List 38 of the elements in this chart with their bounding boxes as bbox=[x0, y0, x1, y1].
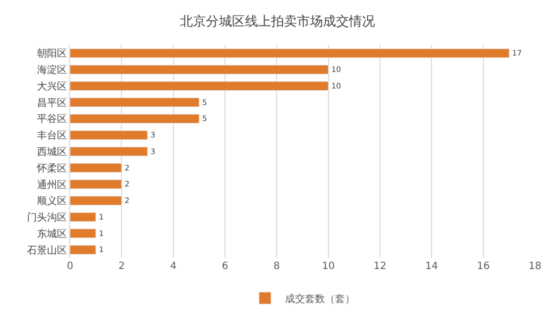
y-tick-label: 石景山区 bbox=[27, 244, 67, 256]
x-tick-label: 8 bbox=[273, 261, 280, 272]
y-tick-label: 怀柔区 bbox=[36, 162, 67, 174]
bar bbox=[70, 228, 96, 238]
y-tick-label: 东城区 bbox=[37, 228, 67, 240]
bar bbox=[70, 130, 148, 140]
y-tick-label: 大兴区 bbox=[37, 80, 67, 92]
y-tick-label: 昌平区 bbox=[37, 98, 67, 109]
y-tick-label: 平谷区 bbox=[37, 113, 67, 126]
x-tick-label: 2 bbox=[118, 261, 125, 272]
x-tick-label: 16 bbox=[476, 261, 490, 272]
y-tick-label: 西城区 bbox=[37, 146, 67, 158]
legend-label: 成交套数（套） bbox=[285, 292, 355, 305]
x-tick-label: 14 bbox=[425, 261, 438, 272]
y-tick-label: 顺义区 bbox=[37, 195, 67, 208]
bar bbox=[70, 245, 96, 255]
x-tick-label: 4 bbox=[170, 261, 177, 272]
bar bbox=[70, 64, 329, 74]
x-tick-label: 12 bbox=[374, 261, 386, 272]
bar bbox=[70, 81, 329, 91]
bar bbox=[70, 180, 122, 190]
chart-title: 北京分城区线上拍卖市场成交情况 bbox=[180, 13, 375, 30]
y-tick-label: 海淀区 bbox=[37, 64, 67, 76]
bar bbox=[70, 196, 122, 206]
bar bbox=[70, 48, 510, 58]
bar bbox=[70, 163, 122, 173]
bar bbox=[70, 114, 200, 124]
bar bbox=[70, 146, 148, 156]
x-tick-label: 10 bbox=[322, 261, 335, 272]
x-tick-label: 6 bbox=[222, 261, 228, 272]
y-tick-label: 朝阳区 bbox=[37, 48, 67, 60]
y-tick-label: 门头沟区 bbox=[27, 212, 67, 224]
x-tick-label: 0 bbox=[66, 261, 74, 272]
bar bbox=[70, 98, 200, 108]
y-tick-label: 丰台区 bbox=[37, 130, 67, 142]
bar bbox=[70, 212, 96, 222]
y-tick-label: 通州区 bbox=[37, 178, 67, 191]
x-tick-label: 18 bbox=[528, 261, 542, 272]
